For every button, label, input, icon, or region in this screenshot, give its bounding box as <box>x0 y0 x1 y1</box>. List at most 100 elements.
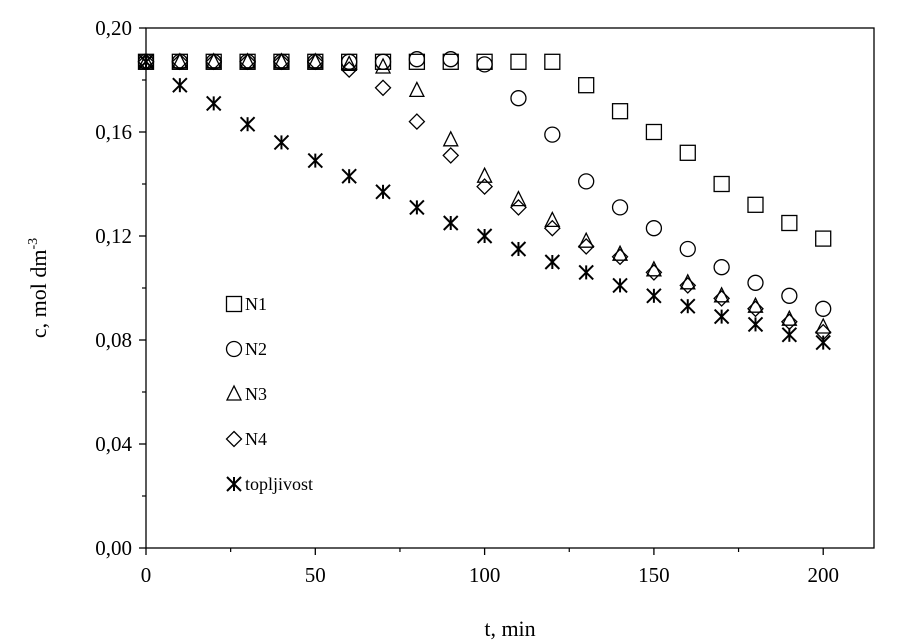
point-topljivost <box>273 134 290 151</box>
point-n1 <box>679 144 696 161</box>
point-n2 <box>273 53 290 70</box>
legend-marker-topljivost <box>226 476 242 492</box>
point-n4 <box>408 113 426 131</box>
point-n4 <box>476 178 494 196</box>
data-marks <box>137 51 832 351</box>
legend-marker-n2 <box>225 340 243 358</box>
point-n4 <box>306 53 324 71</box>
point-n1 <box>544 53 561 70</box>
legend-item-n2: N2 <box>225 339 267 359</box>
y-axis-title-text: c, mol dm <box>26 250 51 339</box>
x-tick-label: 50 <box>305 563 326 587</box>
point-n2 <box>408 51 426 68</box>
point-n3 <box>205 52 222 69</box>
y-tick-label: 0,12 <box>95 224 132 248</box>
point-n3 <box>239 52 256 69</box>
point-topljivost <box>476 228 493 244</box>
x-tick-label: 100 <box>469 563 501 587</box>
point-n3 <box>679 273 696 290</box>
point-n4 <box>747 300 764 318</box>
point-topljivost <box>747 316 764 333</box>
point-n4 <box>205 53 223 71</box>
point-n1 <box>645 123 663 141</box>
point-topljivost <box>206 95 222 112</box>
point-n3 <box>510 190 527 207</box>
x-tick-label: 200 <box>807 563 839 587</box>
point-n4 <box>577 237 595 255</box>
point-n2 <box>239 53 256 70</box>
y-tick-label: 0,00 <box>95 536 132 560</box>
point-n2 <box>611 199 629 216</box>
point-n1 <box>713 175 730 193</box>
plot-frame <box>145 27 875 549</box>
y-tick-label: 0,04 <box>95 432 132 456</box>
point-topljivost <box>815 334 831 351</box>
point-n2 <box>476 56 493 73</box>
point-n3 <box>645 260 662 277</box>
legend-item-n1: N1 <box>225 294 267 314</box>
point-n2 <box>341 53 358 70</box>
point-n4 <box>645 263 663 281</box>
point-topljivost <box>578 264 594 281</box>
point-topljivost <box>781 327 798 343</box>
y-axis-title-superscript: -3 <box>26 238 41 250</box>
point-n3 <box>307 52 324 69</box>
point-n3 <box>578 231 595 248</box>
point-n3 <box>781 309 798 326</box>
legend-marker-n1 <box>225 295 243 313</box>
point-n4 <box>273 53 290 71</box>
point-n2 <box>578 173 595 190</box>
legend-marker-n4 <box>225 430 243 448</box>
point-n1 <box>611 103 629 120</box>
point-n4 <box>340 61 358 79</box>
point-n1 <box>578 77 595 94</box>
y-tick-label: 0,20 <box>95 16 132 40</box>
legend-label: N4 <box>245 429 267 449</box>
point-n2 <box>510 90 527 107</box>
point-n2 <box>815 300 832 317</box>
point-n4 <box>510 198 527 216</box>
x-tick-label: 150 <box>638 563 670 587</box>
point-n3 <box>171 52 188 69</box>
point-n2 <box>442 51 459 68</box>
point-n2 <box>205 53 222 70</box>
point-n3 <box>815 317 832 334</box>
point-n3 <box>747 296 764 313</box>
legend-label: N2 <box>245 339 267 359</box>
point-n4 <box>239 53 257 71</box>
y-tick-label: 0,08 <box>95 328 132 352</box>
point-n2 <box>713 259 730 276</box>
point-topljivost <box>138 54 154 70</box>
point-n1 <box>747 196 764 213</box>
point-n4 <box>374 79 392 97</box>
point-n2 <box>645 220 663 237</box>
point-n3 <box>713 286 730 303</box>
x-tick-label: 0 <box>141 563 152 587</box>
point-topljivost <box>375 184 391 200</box>
point-topljivost <box>239 116 256 132</box>
point-topljivost <box>307 152 324 169</box>
point-topljivost <box>713 308 730 325</box>
point-n3 <box>544 210 561 228</box>
point-n3 <box>374 57 392 74</box>
point-n4 <box>137 53 155 71</box>
point-n3 <box>273 52 290 69</box>
point-topljivost <box>172 77 188 93</box>
legend-label: N1 <box>245 294 267 314</box>
point-topljivost <box>443 215 459 231</box>
point-n2 <box>747 274 764 291</box>
legend-label: topljivost <box>245 474 313 494</box>
point-topljivost <box>341 168 357 184</box>
point-n3 <box>476 166 493 183</box>
point-n4 <box>442 146 460 164</box>
point-n4 <box>543 219 561 237</box>
point-n2 <box>781 287 798 304</box>
point-topljivost <box>409 199 425 216</box>
point-n3 <box>408 80 425 98</box>
point-topljivost <box>612 277 628 294</box>
legend: N1 N2 N3 N4 topljivost <box>225 294 313 494</box>
y-tick-label: 0,16 <box>95 120 132 144</box>
point-n1 <box>781 214 798 232</box>
y-axis-title: c, mol dm-3 <box>26 238 51 338</box>
